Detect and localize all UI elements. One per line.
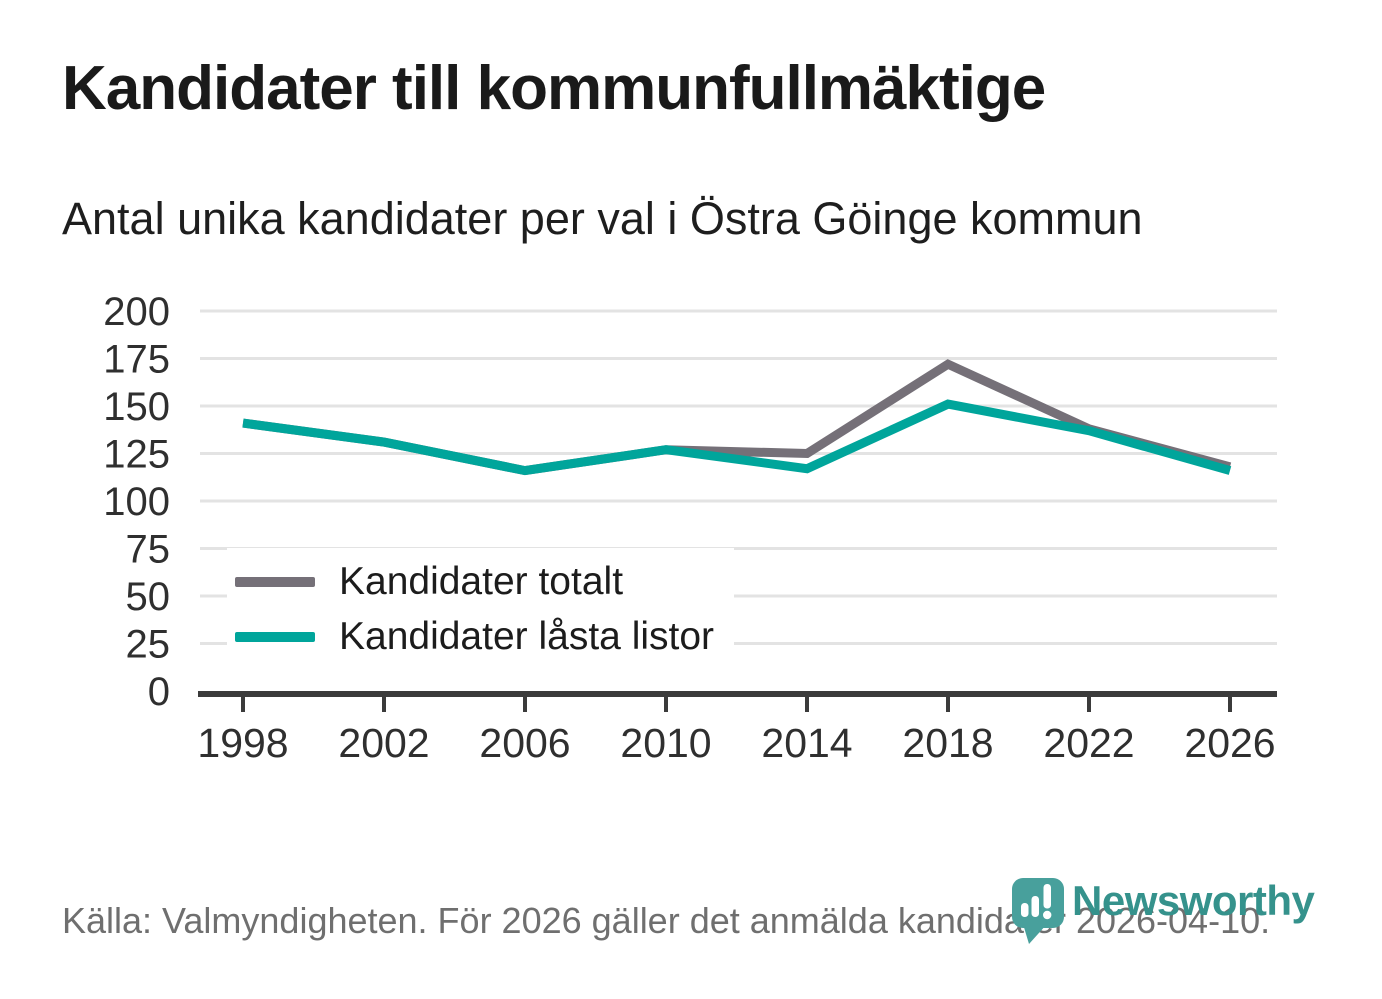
newsworthy-logo: Newsworthy <box>1008 872 1382 962</box>
svg-text:150: 150 <box>103 385 170 429</box>
svg-text:2006: 2006 <box>479 720 570 766</box>
svg-text:100: 100 <box>103 480 170 524</box>
chart-legend: Kandidater totalt Kandidater låsta listo… <box>227 548 735 672</box>
legend-label-kandidater-totalt: Kandidater totalt <box>339 560 624 603</box>
svg-text:1998: 1998 <box>197 720 288 766</box>
x-axis: 1998 2002 2006 2010 2014 2018 2022 2026 <box>197 691 1277 766</box>
line-kandidater-l-sta-listor <box>242 399 1232 476</box>
chart-subtitle: Antal unika kandidater per val i Östra G… <box>62 193 1143 244</box>
svg-text:0: 0 <box>148 670 170 714</box>
chart-title: Kandidater till kommunfullmäktige <box>62 54 1046 123</box>
legend-item-kandidater-totalt: Kandidater totalt <box>235 554 714 609</box>
legend-swatch-kandidater-totalt <box>235 576 315 587</box>
svg-text:2026: 2026 <box>1184 720 1275 766</box>
svg-text:2022: 2022 <box>1043 720 1134 766</box>
gridlines <box>200 309 1277 645</box>
source-note: Källa: Valmyndigheten. För 2026 gäller d… <box>62 900 1271 941</box>
newsworthy-pin-bar-chart-icon <box>1012 878 1064 944</box>
svg-text:50: 50 <box>126 575 171 619</box>
svg-text:75: 75 <box>126 528 171 572</box>
legend-label-kandidater-lasta-listor: Kandidater låsta listor <box>339 615 715 658</box>
svg-text:2014: 2014 <box>761 720 852 766</box>
svg-text:2010: 2010 <box>620 720 711 766</box>
newsworthy-wordmark: Newsworthy <box>1072 877 1315 924</box>
svg-text:200: 200 <box>103 290 170 334</box>
legend-item-kandidater-lasta-listor: Kandidater låsta listor <box>235 609 714 664</box>
svg-text:25: 25 <box>126 623 171 667</box>
legend-swatch-kandidater-lasta-listor <box>235 631 315 642</box>
svg-text:2018: 2018 <box>902 720 993 766</box>
svg-text:2002: 2002 <box>338 720 429 766</box>
series-lines <box>242 359 1232 476</box>
svg-text:125: 125 <box>103 433 170 477</box>
svg-text:175: 175 <box>103 338 170 382</box>
